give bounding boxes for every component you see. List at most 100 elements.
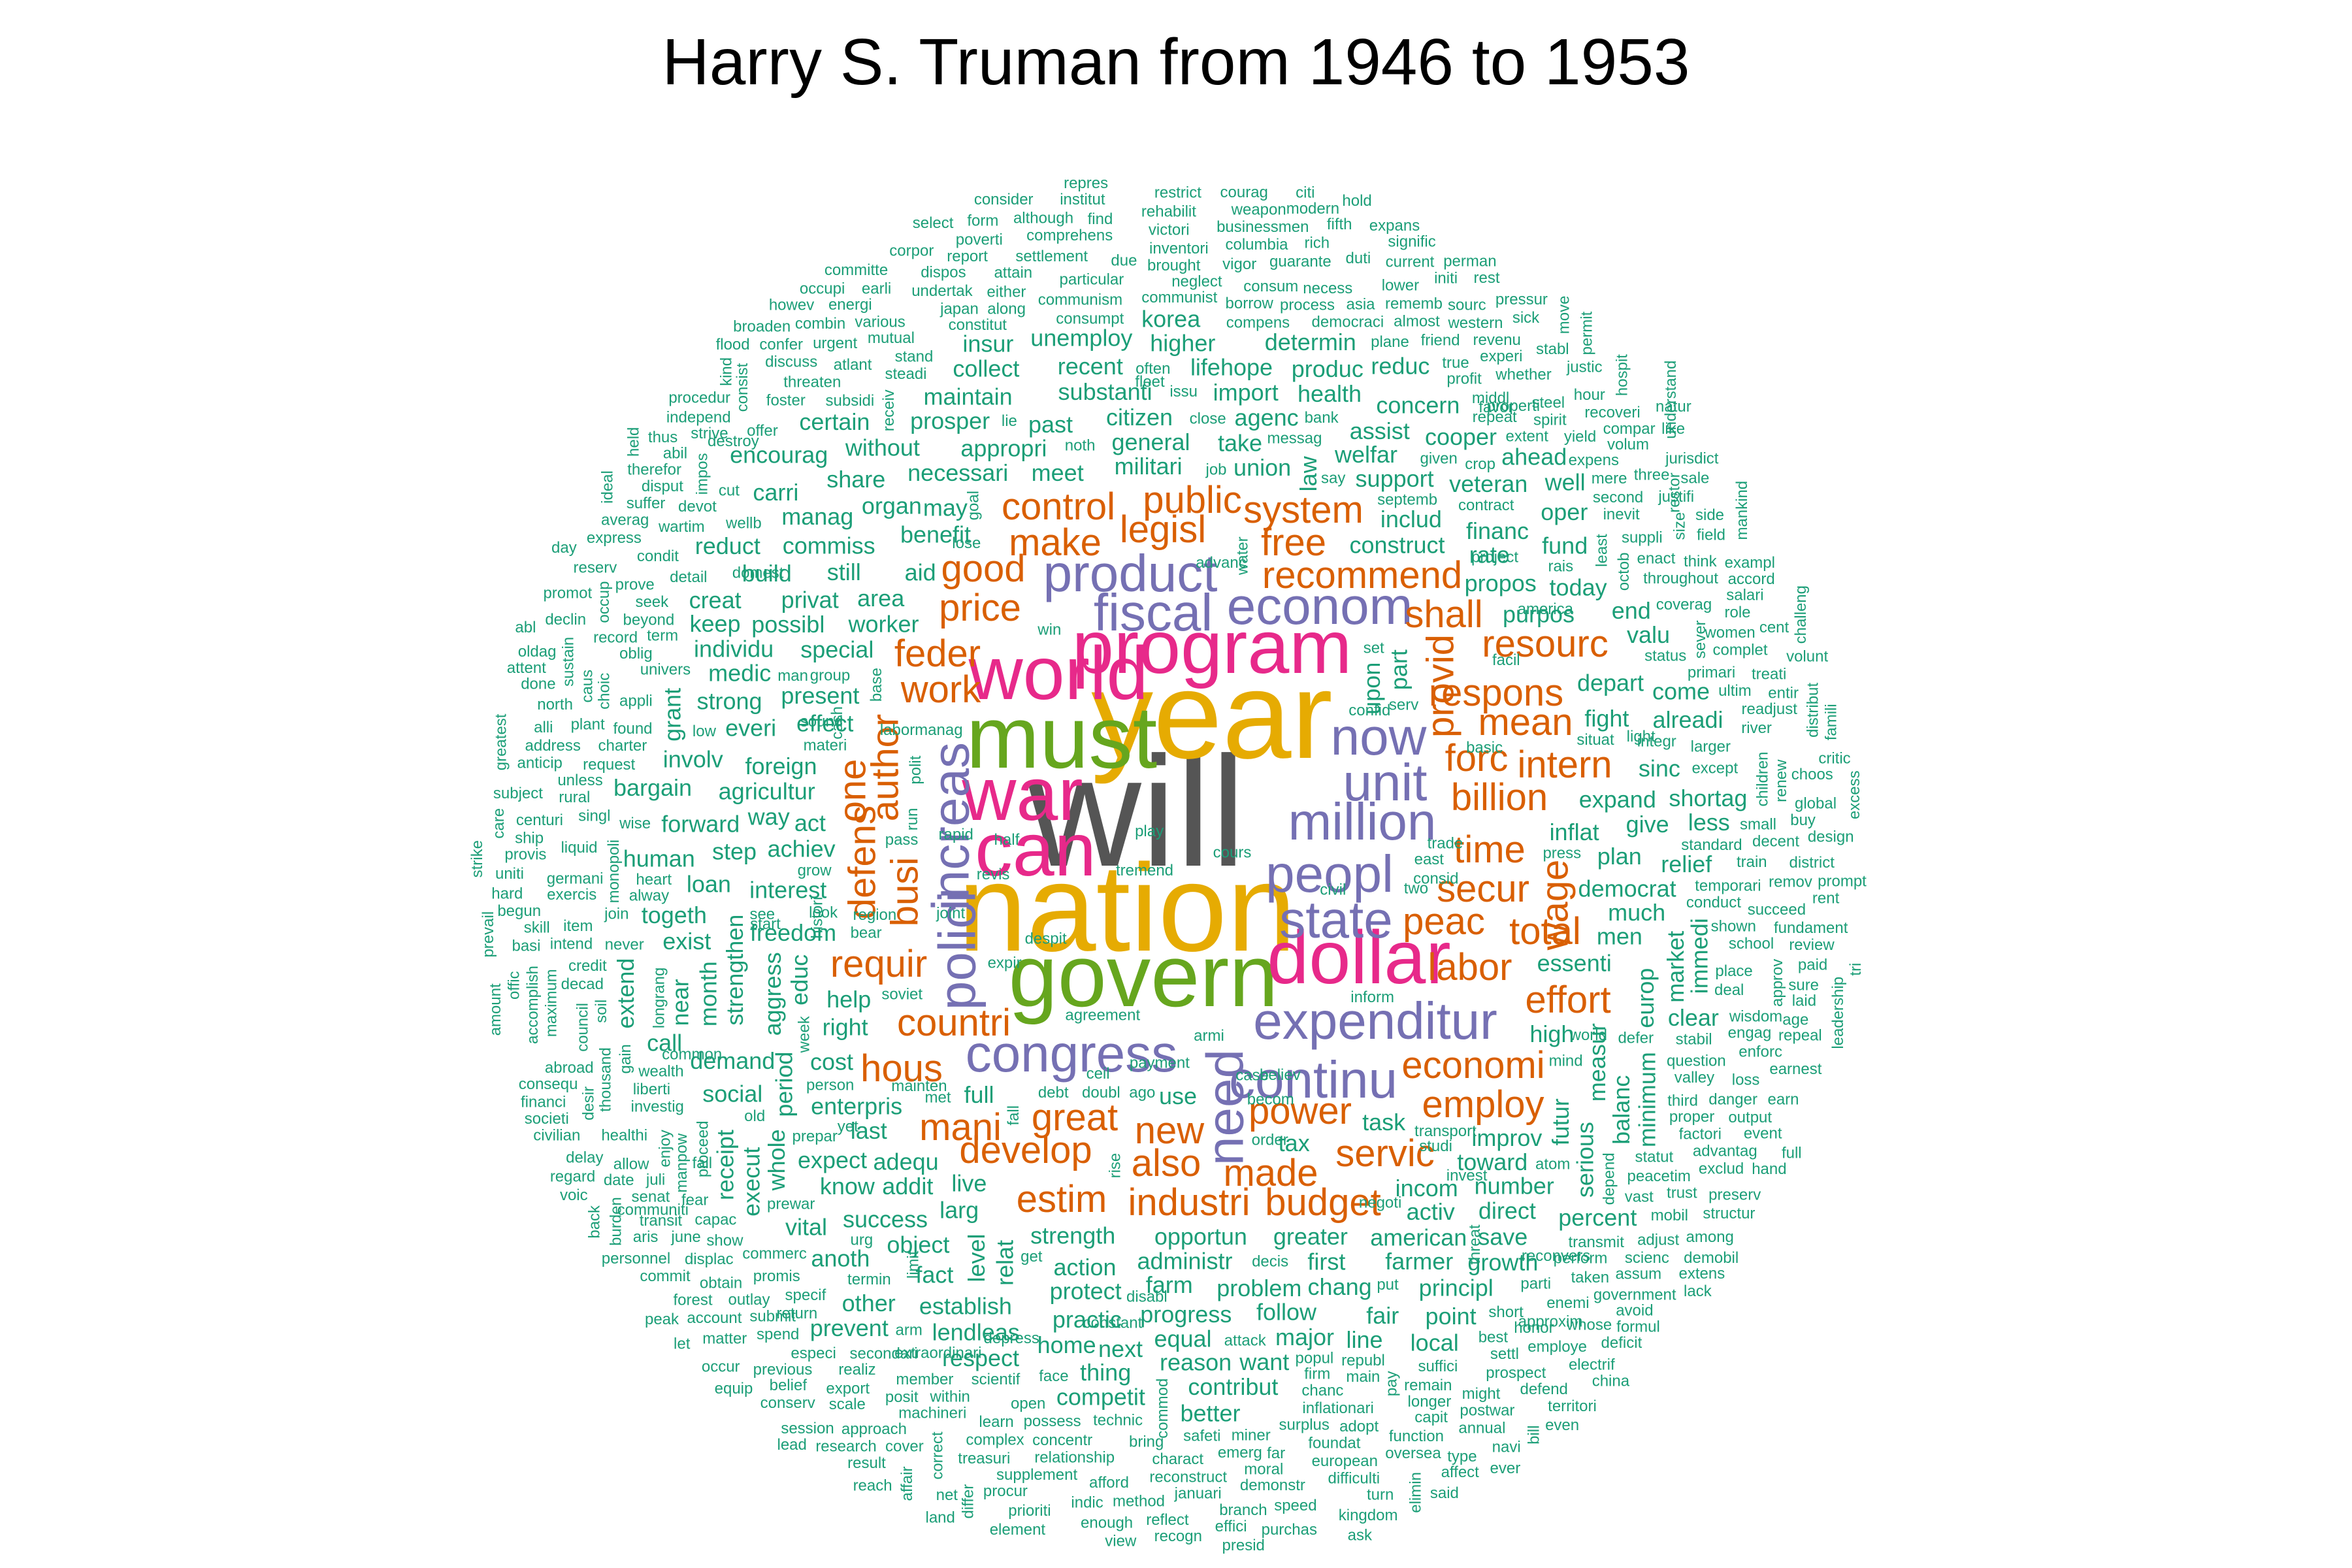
- word-wisdom: wisdom: [1729, 1007, 1782, 1025]
- word-dollar: dollar: [1267, 916, 1450, 1000]
- word-committe: committe: [825, 261, 888, 279]
- word-civil: civil: [1320, 881, 1346, 898]
- word-armi: armi: [1194, 1027, 1224, 1045]
- word-delay: delay: [566, 1149, 603, 1167]
- word-express: express: [587, 529, 642, 547]
- word-nation: nation: [958, 839, 1296, 977]
- word-detail: detail: [670, 568, 707, 586]
- word-contract: contract: [1458, 497, 1514, 514]
- word-move: move: [1555, 296, 1573, 335]
- word-rehabilit: rehabilit: [1141, 203, 1196, 221]
- word-know: know: [820, 1173, 875, 1200]
- word-method: method: [1113, 1492, 1165, 1510]
- word-attain: attain: [994, 264, 1032, 282]
- word-devot: devot: [678, 498, 717, 515]
- word-approxim: approxim: [1518, 1313, 1583, 1331]
- word-consist: consist: [734, 363, 751, 412]
- word-region: region: [853, 906, 897, 924]
- word-ceil: ceil: [1086, 1065, 1110, 1083]
- word-japan: japan: [939, 300, 979, 318]
- word-postwar: postwar: [1460, 1402, 1514, 1420]
- word-record: record: [593, 629, 638, 646]
- word-approv: approv: [1769, 959, 1786, 1007]
- word-suffici: suffici: [1418, 1358, 1458, 1375]
- word-posit: posit: [885, 1388, 919, 1406]
- word-found: found: [613, 720, 652, 738]
- word-see: see: [749, 906, 775, 923]
- word-build: build: [742, 560, 792, 587]
- word-second: second: [1593, 489, 1643, 506]
- word-earli: earli: [862, 280, 891, 297]
- word-adjust: adjust: [1637, 1231, 1679, 1249]
- word-review: review: [1789, 936, 1835, 954]
- word-disput: disput: [642, 478, 683, 495]
- word-level: level: [963, 1233, 990, 1282]
- word-transit: transit: [640, 1212, 683, 1230]
- word-approach: approach: [841, 1420, 907, 1438]
- word-present: present: [781, 682, 859, 709]
- word-necessari: necessari: [907, 459, 1008, 486]
- word-pressur: pressur: [1495, 291, 1548, 308]
- word-experi: experi: [1480, 348, 1522, 365]
- word-friend: friend: [1421, 332, 1460, 350]
- word-maximum: maximum: [542, 969, 560, 1037]
- word-loss: loss: [1732, 1071, 1760, 1089]
- word-help: help: [826, 986, 871, 1013]
- word-status: status: [1644, 647, 1686, 665]
- word-justifi: justifi: [1658, 488, 1694, 506]
- word-subsidi: subsidi: [826, 392, 875, 410]
- word-function: function: [1389, 1428, 1444, 1445]
- word-prosper: prosper: [910, 407, 990, 434]
- word-job: job: [1205, 461, 1226, 479]
- word-supplement: supplement: [996, 1466, 1077, 1484]
- word-volum: volum: [1607, 436, 1649, 453]
- word-law: law: [1295, 455, 1322, 491]
- word-shortag: shortag: [1669, 785, 1747, 811]
- word-date: date: [604, 1171, 634, 1189]
- word-republ: republ: [1341, 1352, 1385, 1369]
- word-chang: chang: [1308, 1273, 1372, 1300]
- word-occup: occup: [595, 581, 613, 623]
- word-proper: proper: [1669, 1108, 1714, 1126]
- word-whole: whole: [763, 1129, 790, 1191]
- word-greatest: greatest: [493, 713, 510, 770]
- word-set: set: [1364, 640, 1384, 657]
- word-charter: charter: [598, 737, 647, 755]
- word-declin: declin: [545, 611, 586, 629]
- word-progress: progress: [1140, 1301, 1232, 1328]
- word-close: close: [1190, 410, 1226, 427]
- word-mobil: mobil: [1651, 1207, 1688, 1224]
- word-univers: univers: [640, 661, 691, 678]
- word-balanc: balanc: [1608, 1075, 1635, 1145]
- word-kingdom: kingdom: [1339, 1507, 1398, 1524]
- word-allow: allow: [613, 1155, 649, 1173]
- word-world: world: [1569, 1026, 1607, 1044]
- word-elimin: elimin: [1407, 1472, 1424, 1513]
- word-proceed: proceed: [694, 1120, 712, 1177]
- word-recoveri: recoveri: [1584, 404, 1640, 421]
- word-stabil: stabil: [1676, 1031, 1712, 1049]
- word-maintain: maintain: [924, 384, 1013, 410]
- word-promot: promot: [543, 585, 592, 602]
- word-communism: communism: [1038, 291, 1122, 308]
- word-local: local: [1411, 1330, 1459, 1356]
- word-regard: regard: [550, 1168, 595, 1185]
- word-restrict: restrict: [1154, 184, 1201, 201]
- word-war: war: [961, 753, 1083, 836]
- word-organ: organ: [862, 492, 922, 519]
- word-home: home: [1037, 1331, 1096, 1358]
- word-stabl: stabl: [1536, 340, 1569, 358]
- word-tri: tri: [1847, 963, 1865, 976]
- word-china: china: [1592, 1372, 1630, 1390]
- word-export: export: [826, 1380, 870, 1397]
- word-administr: administr: [1137, 1247, 1232, 1274]
- word-week: week: [796, 1015, 813, 1053]
- word-said: said: [1430, 1484, 1459, 1502]
- word-get: get: [1021, 1248, 1043, 1266]
- word-joint: joint: [936, 905, 965, 923]
- word-prewar: prewar: [767, 1195, 815, 1213]
- word-process: process: [1280, 297, 1335, 314]
- word-remain: remain: [1404, 1377, 1452, 1394]
- word-extent: extent: [1506, 428, 1549, 446]
- word-weapon: weapon: [1231, 201, 1286, 218]
